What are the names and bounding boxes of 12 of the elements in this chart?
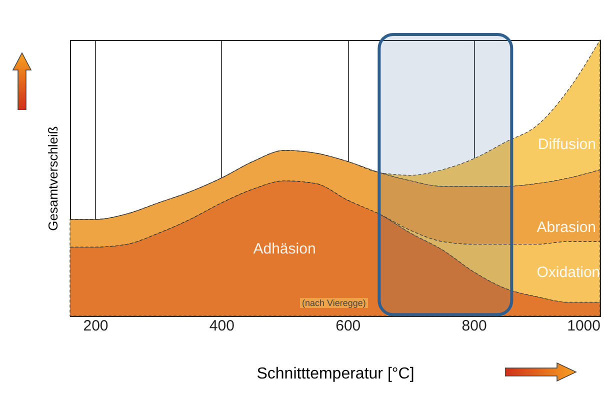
series-label: Diffusion [538,136,596,153]
series-label: Abrasion [536,219,596,236]
y-axis-title: Gesamtverschleiß [46,126,60,231]
series-label: Oxidation [536,264,600,281]
x-tick-label: 600 [336,318,361,334]
x-tick-label: 800 [462,318,487,334]
series-label: Adhäsion [253,240,316,258]
annotation: (nach Vieregge) [300,298,368,308]
x-axis-title: Schnitttemperatur [°C] [256,366,414,382]
x-tick-label: 1000 [567,318,600,334]
x-tick-label: 400 [209,318,234,334]
x-tick-label: 200 [83,318,108,334]
